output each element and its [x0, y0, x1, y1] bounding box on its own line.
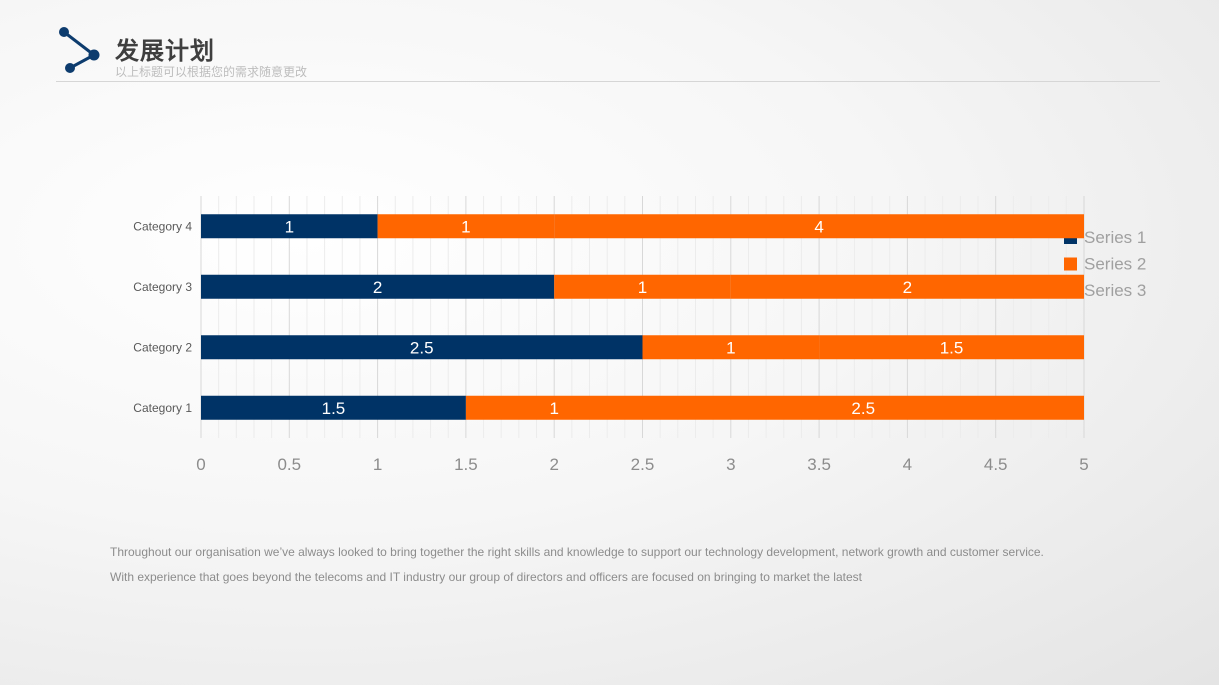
- data-label: 2: [373, 278, 382, 297]
- data-label: 1: [461, 217, 470, 236]
- x-tick-label: 1: [373, 455, 382, 474]
- x-tick-label: 3.5: [807, 455, 831, 474]
- x-tick-label: 3: [726, 455, 735, 474]
- x-tick-label: 4: [903, 455, 912, 474]
- bar-segment: [201, 395, 466, 420]
- x-tick-label: 0: [196, 455, 205, 474]
- category-label: Category 2: [133, 340, 192, 354]
- data-label: 1.5: [322, 399, 346, 418]
- x-tick-label: 2: [549, 455, 558, 474]
- bar-segment: [201, 335, 643, 360]
- data-label: 2.5: [851, 399, 875, 418]
- data-label: 1: [726, 338, 735, 357]
- bar-segment: [730, 274, 1084, 299]
- description-line-2: With experience that goes beyond the tel…: [110, 570, 862, 584]
- legend-label: Series 2: [1084, 255, 1146, 274]
- x-tick-label: 5: [1079, 455, 1088, 474]
- description-line-1: Throughout our organisation we’ve always…: [110, 545, 1044, 559]
- category-label: Category 4: [133, 219, 192, 233]
- page-subtitle: 以上标题可以根据您的需求随意更改: [115, 65, 308, 79]
- bar-segment: [201, 214, 378, 239]
- bar-segment: [554, 274, 731, 299]
- header-divider: [56, 81, 1160, 82]
- x-tick-label: 4.5: [984, 455, 1008, 474]
- x-tick-label: 1.5: [454, 455, 478, 474]
- legend-label: Series 3: [1084, 281, 1146, 300]
- data-label: 1: [549, 399, 558, 418]
- data-label: 2.5: [410, 338, 434, 357]
- bar-segment: [554, 214, 1084, 239]
- bar-segment: [642, 395, 1084, 420]
- legend-label: Series 1: [1084, 228, 1146, 247]
- network-logo-icon: [59, 27, 100, 73]
- bar-segment: [377, 214, 555, 239]
- data-label: 1: [638, 278, 647, 297]
- description: Throughout our organisation we’ve always…: [110, 540, 1160, 590]
- category-label: Category 3: [133, 280, 192, 294]
- data-label: 1: [285, 217, 294, 236]
- data-label: 1.5: [940, 338, 964, 357]
- data-label: 4: [814, 217, 823, 236]
- bar-segment: [642, 335, 820, 360]
- data-label: 2: [903, 278, 912, 297]
- x-tick-label: 0.5: [277, 455, 301, 474]
- bar-segment: [465, 395, 643, 420]
- category-label: Category 1: [133, 401, 192, 415]
- page-title: 发展计划: [115, 37, 215, 65]
- bar-segment: [201, 274, 555, 299]
- legend-swatch: [1064, 257, 1077, 271]
- bar-segment: [819, 335, 1084, 360]
- x-tick-label: 2.5: [631, 455, 655, 474]
